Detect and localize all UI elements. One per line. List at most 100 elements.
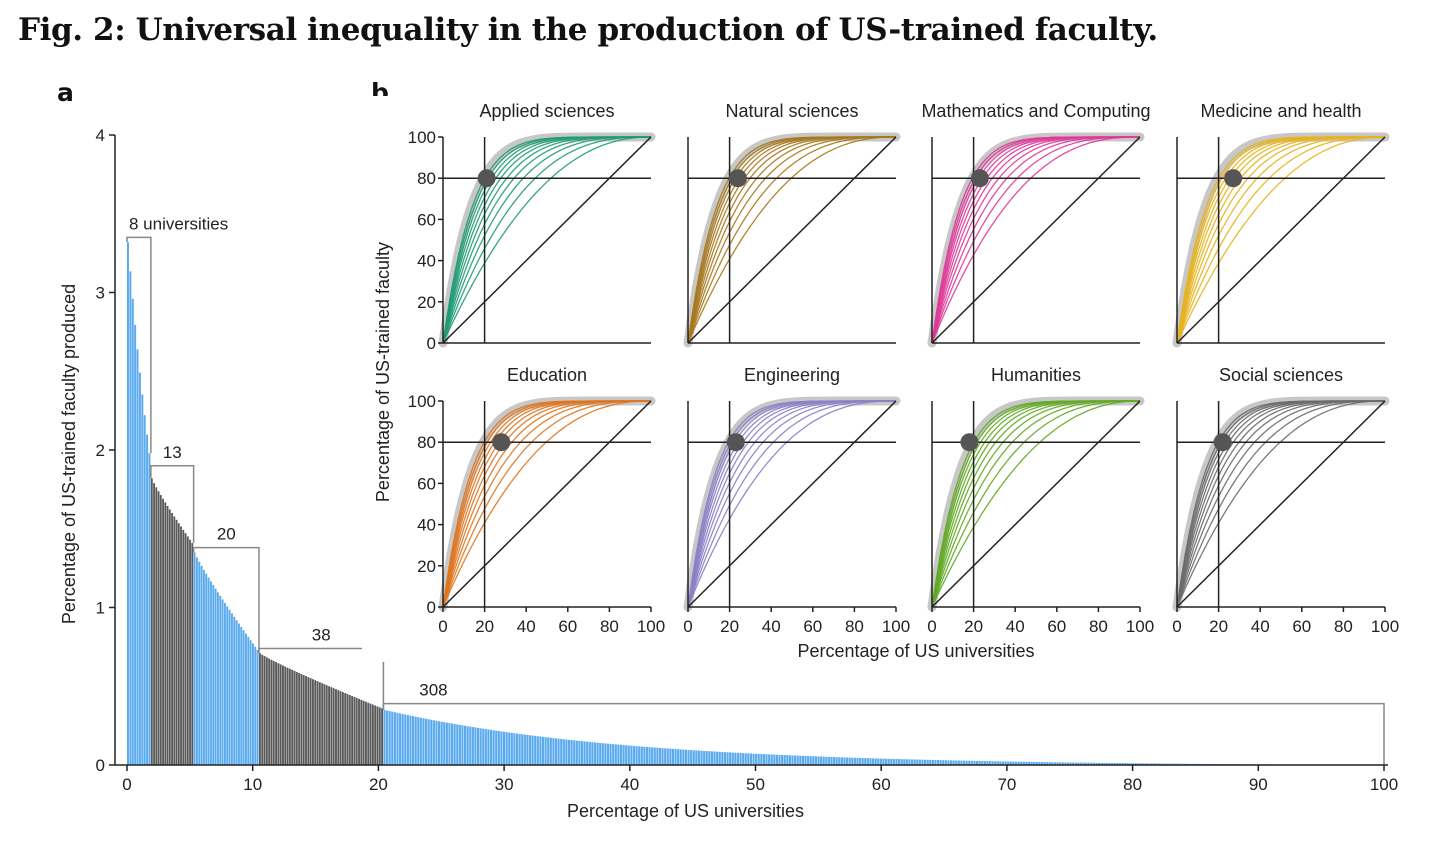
bar-5-107 [658, 747, 662, 765]
bar-5-168 [817, 756, 820, 765]
marker-80 [1213, 433, 1232, 452]
bar-5-157 [788, 755, 791, 765]
bar-5-183 [856, 757, 859, 765]
b-x-tick-label: 40 [1251, 617, 1270, 636]
bar-5-252 [1035, 761, 1038, 765]
bar-5-201 [903, 759, 906, 765]
bar-4-8 [275, 662, 278, 765]
field-curve [1176, 400, 1385, 608]
bar-3-23 [244, 633, 247, 765]
bar-5-170 [822, 756, 825, 765]
bar-4-22 [307, 677, 310, 765]
bar-5-19 [430, 719, 433, 765]
bar-5-21 [435, 720, 438, 765]
bar-5-66 [552, 738, 555, 765]
bar-5-44 [495, 730, 498, 765]
bar-5-140 [744, 753, 747, 765]
bar-5-187 [866, 758, 869, 765]
bar-5-245 [1017, 761, 1020, 765]
bar-5-97 [632, 745, 636, 765]
bar-5-127 [710, 751, 714, 765]
b-x-tick-label: 40 [1006, 617, 1025, 636]
panel-b-background [362, 96, 1404, 662]
bar-5-194 [885, 758, 888, 765]
bar-5-5 [393, 712, 396, 765]
bar-3-16 [228, 609, 231, 765]
bar-5-105 [653, 747, 656, 765]
b-x-tick-label: 0 [1172, 617, 1181, 636]
a-x-tick-label: 40 [620, 775, 639, 794]
bar-4-35 [337, 690, 340, 765]
bar-5-238 [999, 761, 1002, 765]
a-x-tick-label: 80 [1123, 775, 1142, 794]
subplot-4: Medicine and health [1172, 101, 1390, 348]
bar-4-26 [316, 681, 319, 765]
bar-5-27 [451, 723, 454, 765]
bar-4-15 [291, 669, 294, 765]
field-curve [1176, 136, 1385, 344]
bar-5-228 [973, 760, 976, 765]
b-y-tick-label: 20 [417, 293, 436, 312]
bar-4-51 [374, 705, 377, 765]
bar-5-49 [508, 732, 511, 765]
bar-5-267 [1074, 762, 1077, 765]
bar-5-195 [887, 758, 890, 765]
bar-5-92 [619, 744, 623, 765]
bar-5-196 [890, 758, 893, 765]
bar-4-44 [358, 698, 360, 765]
bar-5-154 [781, 754, 784, 765]
bar-3-19 [235, 620, 238, 765]
bar-5-145 [757, 753, 760, 765]
bar-5-36 [474, 727, 477, 765]
bar-4-16 [293, 670, 296, 765]
bar-5-124 [703, 750, 706, 765]
field-curve [931, 136, 1140, 344]
bar-5-100 [640, 746, 643, 765]
bar-5-89 [612, 744, 615, 765]
bar-5-8 [401, 713, 404, 765]
bar-3-27 [254, 646, 257, 765]
bar-3-13 [221, 599, 224, 765]
subplot-title: Applied sciences [479, 101, 614, 121]
bar-5-18 [427, 719, 430, 765]
bar-5-285 [1121, 763, 1124, 765]
field-curve [931, 400, 1140, 608]
subplot-title: Natural sciences [725, 101, 858, 121]
bar-5-247 [1022, 761, 1025, 765]
bar-5-275 [1095, 762, 1098, 765]
bar-4-33 [332, 688, 335, 765]
bar-5-75 [575, 740, 578, 765]
bar-5-213 [934, 760, 937, 765]
bar-5-216 [942, 760, 945, 765]
a-y-tick-label: 1 [96, 599, 105, 618]
bar-5-288 [1129, 763, 1132, 765]
bar-5-64 [547, 737, 550, 765]
bar-4-1 [258, 653, 261, 765]
bar-5-123 [700, 750, 703, 765]
bar-2-14 [180, 526, 182, 765]
bar-5-278 [1103, 762, 1106, 765]
bar-5-185 [861, 758, 864, 765]
b-x-tick-label: 100 [637, 617, 665, 636]
bar-5-147 [762, 754, 765, 765]
bar-5-51 [513, 733, 516, 765]
bar-4-25 [314, 680, 317, 765]
bar-3-7 [207, 577, 210, 765]
bracket-label-3: 20 [217, 525, 236, 544]
bar-5-269 [1079, 762, 1083, 765]
marker-80 [960, 433, 979, 452]
bar-5-132 [723, 752, 727, 765]
bar-5-33 [466, 726, 469, 765]
bar-2-3 [155, 487, 158, 765]
equality-line [442, 136, 652, 344]
bar-5-248 [1025, 761, 1028, 765]
bracket-3 [192, 546, 260, 651]
a-y-tick-label: 4 [96, 126, 105, 145]
field-curve [687, 136, 896, 344]
bar-4-36 [339, 691, 342, 765]
bar-5-26 [448, 723, 451, 765]
bar-5-290 [1134, 763, 1137, 765]
bar-5-184 [859, 757, 862, 765]
bar-3-9 [212, 585, 215, 765]
bar-1-6 [138, 372, 141, 765]
